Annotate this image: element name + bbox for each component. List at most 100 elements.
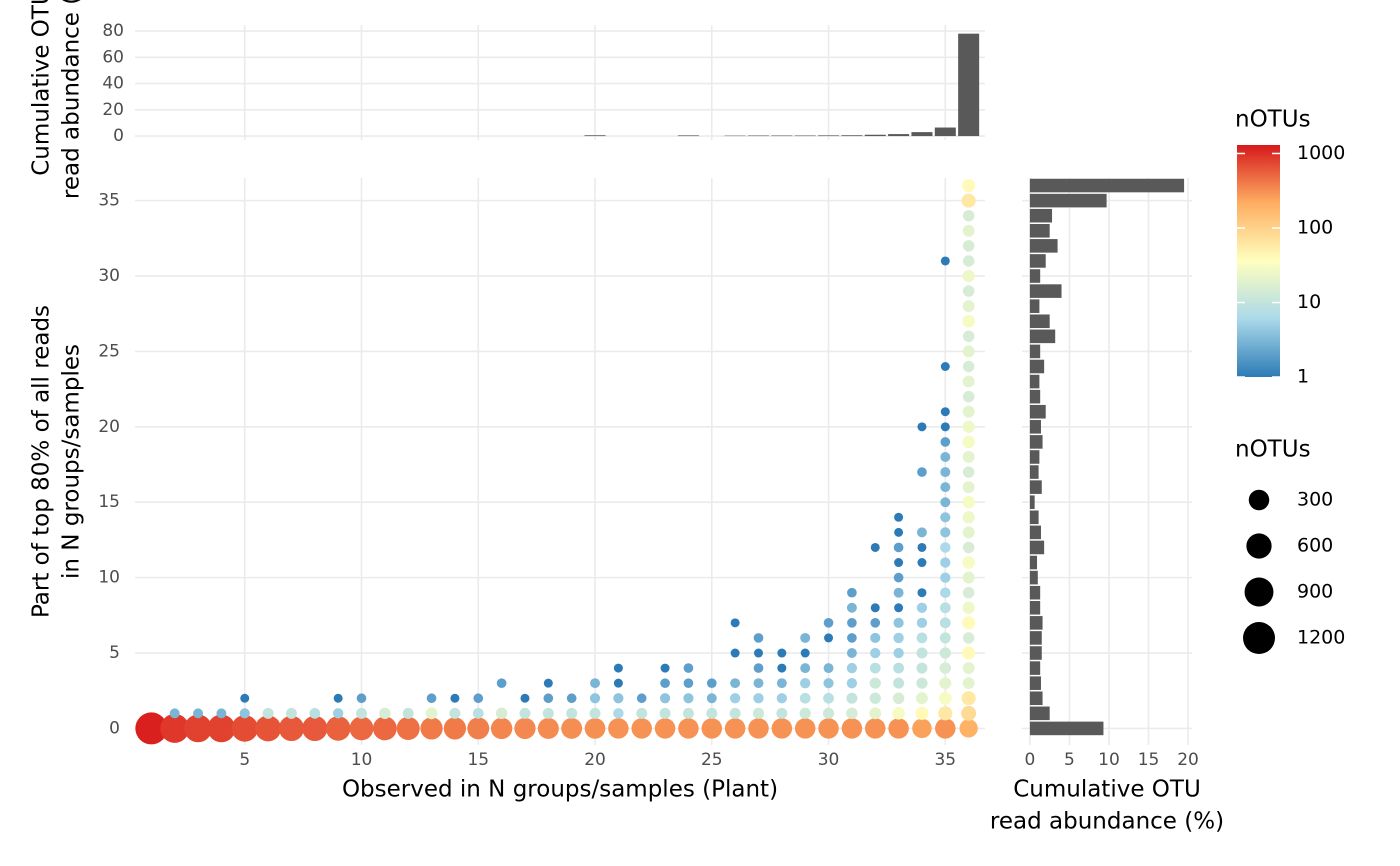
point: [894, 527, 904, 537]
point: [683, 678, 694, 689]
point: [940, 452, 951, 462]
x-axis-title: read abundance (%): [990, 809, 1224, 835]
bar: [1029, 329, 1056, 344]
point: [870, 632, 881, 644]
x-tick-label: 5: [1064, 750, 1075, 770]
bar: [864, 134, 886, 137]
point: [870, 618, 881, 628]
x-tick-label: 30: [818, 750, 840, 770]
point: [870, 603, 880, 613]
point: [631, 718, 652, 739]
point: [940, 407, 950, 417]
color-bar: [1237, 145, 1280, 377]
color-legend-label: 1000: [1297, 142, 1345, 164]
point: [940, 512, 951, 523]
point: [939, 647, 951, 659]
point: [917, 467, 927, 477]
point: [962, 255, 975, 267]
point: [846, 707, 858, 720]
point: [678, 718, 699, 739]
point: [613, 708, 624, 719]
point: [753, 648, 763, 658]
point: [894, 603, 904, 613]
point: [682, 707, 694, 719]
point: [940, 557, 951, 568]
point: [613, 663, 623, 673]
point: [472, 707, 484, 719]
bar: [677, 135, 699, 137]
point: [636, 693, 647, 704]
size-legend-label: 1200: [1297, 627, 1345, 649]
point: [847, 633, 857, 643]
x-tick-label: 10: [1098, 750, 1120, 770]
point: [917, 588, 927, 598]
point: [302, 715, 328, 742]
point: [888, 718, 909, 739]
bar: [911, 132, 933, 137]
bar: [1029, 208, 1053, 223]
point: [332, 708, 344, 719]
bar: [888, 134, 910, 137]
point: [961, 193, 976, 208]
x-tick-label: 20: [584, 750, 606, 770]
point: [939, 691, 952, 705]
point: [613, 678, 623, 688]
bar: [1029, 404, 1046, 419]
point: [961, 691, 976, 706]
point: [799, 707, 811, 719]
point: [940, 527, 951, 538]
y-axis-title: in N groups/samples: [59, 344, 85, 579]
point: [893, 572, 904, 583]
y-tick-label: 25: [98, 341, 120, 361]
point: [520, 693, 530, 703]
point: [892, 707, 905, 720]
point: [869, 662, 881, 674]
point: [962, 360, 975, 373]
point: [467, 717, 490, 740]
point: [753, 633, 764, 643]
bar: [1029, 585, 1041, 600]
bar: [1029, 178, 1185, 193]
point: [916, 692, 928, 705]
x-tick-label: 25: [701, 750, 723, 770]
x-tick-label: 5: [239, 750, 250, 770]
point: [325, 716, 351, 741]
y-axis-title: Part of top 80% of all reads: [29, 305, 55, 618]
point: [847, 618, 857, 628]
y-tick-label: 35: [98, 191, 120, 211]
point: [894, 512, 904, 522]
point: [893, 542, 904, 553]
point: [916, 632, 928, 644]
point: [239, 708, 250, 719]
point: [660, 693, 671, 704]
point: [349, 716, 374, 741]
point: [916, 602, 928, 613]
point: [496, 678, 507, 689]
size-legend-title: nOTUs: [1235, 437, 1311, 463]
point: [800, 648, 810, 658]
point: [962, 435, 975, 449]
point: [379, 707, 391, 720]
point: [870, 542, 880, 552]
point: [846, 678, 858, 689]
point: [613, 693, 624, 704]
bar: [1029, 616, 1043, 630]
point: [917, 542, 927, 552]
point: [589, 693, 601, 704]
bar: [1029, 420, 1041, 434]
bar: [771, 135, 793, 137]
point: [962, 345, 975, 358]
point: [207, 714, 236, 743]
point: [753, 663, 764, 673]
point: [443, 717, 467, 740]
point: [495, 707, 508, 720]
point: [777, 663, 787, 673]
bar: [1029, 555, 1038, 570]
point: [777, 648, 787, 658]
point: [794, 718, 816, 739]
point: [584, 718, 606, 739]
point: [962, 375, 975, 388]
point: [748, 718, 769, 739]
point: [402, 707, 414, 719]
point: [730, 678, 741, 689]
